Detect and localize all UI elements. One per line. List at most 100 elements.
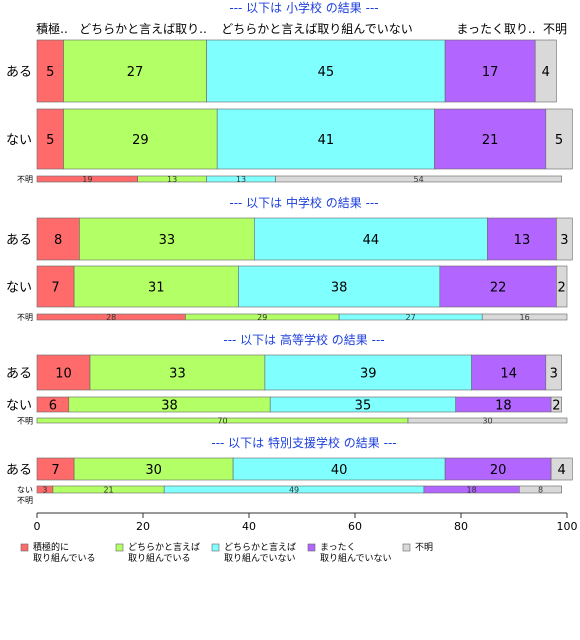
row-label: ない [17, 486, 33, 495]
bar-segment [36, 108, 64, 170]
header-label: どちらかと言えば取り.. [79, 22, 207, 36]
data-label: 30 [145, 463, 162, 478]
data-label: 44 [363, 233, 380, 248]
data-label: 7 [51, 463, 59, 478]
data-label: 13 [236, 175, 246, 184]
data-label: 27 [406, 313, 416, 322]
data-label: 54 [414, 175, 424, 184]
data-label: 17 [482, 65, 499, 80]
legend-label: 積極的に [33, 541, 69, 553]
x-tick-label: 20 [136, 520, 150, 533]
data-label: 18 [495, 399, 512, 414]
data-label: 49 [289, 486, 299, 495]
data-label: 38 [161, 399, 178, 414]
data-label: 16 [520, 313, 530, 322]
row-label: ない [6, 133, 32, 148]
data-label: 28 [106, 313, 116, 322]
legend-swatch [402, 543, 411, 552]
bar-segment [471, 354, 547, 391]
data-label: 2 [552, 399, 560, 414]
data-label: 5 [555, 133, 563, 148]
bar-segment [550, 396, 562, 413]
bar-segment [545, 354, 562, 391]
row-label: ある [6, 233, 32, 248]
data-label: 27 [127, 65, 144, 80]
bar-segment [264, 354, 472, 391]
legend-label: まったく [320, 542, 356, 553]
bar-segment [216, 108, 435, 170]
data-label: 7 [51, 281, 59, 296]
row-label: ある [6, 367, 32, 382]
bar-segment [439, 265, 557, 308]
data-label: 30 [482, 417, 492, 426]
bar-segment [550, 457, 573, 481]
data-label: 18 [467, 486, 477, 495]
bar-segment [275, 175, 563, 183]
header-label: 積極.. [36, 21, 68, 36]
row-label: 不明 [17, 175, 33, 184]
bar-segment [487, 217, 557, 261]
bar-segment [36, 217, 80, 261]
legend-swatch [20, 543, 29, 552]
data-label: 3 [560, 233, 568, 248]
bar-segment [518, 485, 562, 494]
data-label: 35 [355, 399, 372, 414]
bar-segment [254, 217, 488, 261]
panel-title: --- 以下は 高等学校 の結果 --- [223, 332, 384, 347]
bar-segment [545, 108, 573, 170]
legend-label: 取り組んでいない [224, 552, 296, 564]
data-label: 6 [49, 399, 57, 414]
header-label: 不明 [543, 22, 567, 36]
data-label: 10 [55, 367, 72, 382]
legend-label: 取り組んでいる [33, 552, 96, 564]
data-label: 13 [167, 175, 177, 184]
data-label: 70 [217, 417, 227, 426]
data-label: 13 [514, 233, 531, 248]
row-label: 不明 [17, 417, 33, 426]
bar-segment [63, 39, 207, 103]
data-label: 8 [538, 486, 543, 495]
data-label: 38 [331, 281, 348, 296]
legend-label: どちらかと言えば [128, 541, 200, 553]
data-label: 19 [82, 175, 92, 184]
bar-segment [36, 354, 91, 391]
bar-segment [556, 265, 568, 308]
row-label: 不明 [17, 313, 33, 322]
panel-title: --- 以下は 小学校 の結果 --- [229, 0, 378, 15]
row-label: ある [6, 463, 32, 478]
data-label: 31 [148, 281, 165, 296]
bar-segment [481, 313, 568, 321]
row-label: ない [6, 399, 32, 414]
header-label: どちらかと言えば取り組んでいない [221, 22, 412, 36]
legend-label: 取り組んでいる [128, 552, 191, 564]
bar-segment [89, 354, 266, 391]
panel-title: --- 以下は 中学校 の結果 --- [229, 195, 378, 210]
bar-segment [444, 39, 536, 103]
bar-segment [556, 217, 573, 261]
data-label: 21 [482, 133, 499, 148]
row-label: ない [6, 281, 32, 296]
data-label: 39 [360, 367, 377, 382]
bar-segment [79, 217, 255, 261]
data-label: 29 [132, 133, 149, 148]
data-label: 5 [46, 133, 54, 148]
x-tick-label: 40 [242, 520, 256, 533]
x-tick-label: 0 [34, 520, 41, 533]
bar-segment [434, 108, 547, 170]
legend-label: 不明 [415, 542, 433, 553]
bar-segment [238, 265, 441, 308]
bar-segment [407, 417, 568, 424]
bar-segment [36, 39, 64, 103]
data-label: 22 [490, 281, 507, 296]
data-label: 8 [54, 233, 62, 248]
legend-swatch [115, 543, 124, 552]
data-label: 20 [490, 463, 507, 478]
data-label: 3 [42, 486, 47, 495]
bar-segment [63, 108, 218, 170]
data-label: 41 [318, 133, 335, 148]
data-label: 21 [103, 486, 113, 495]
legend-label: どちらかと言えば [224, 541, 296, 553]
data-label: 45 [318, 65, 335, 80]
row-label: 不明 [17, 496, 33, 505]
